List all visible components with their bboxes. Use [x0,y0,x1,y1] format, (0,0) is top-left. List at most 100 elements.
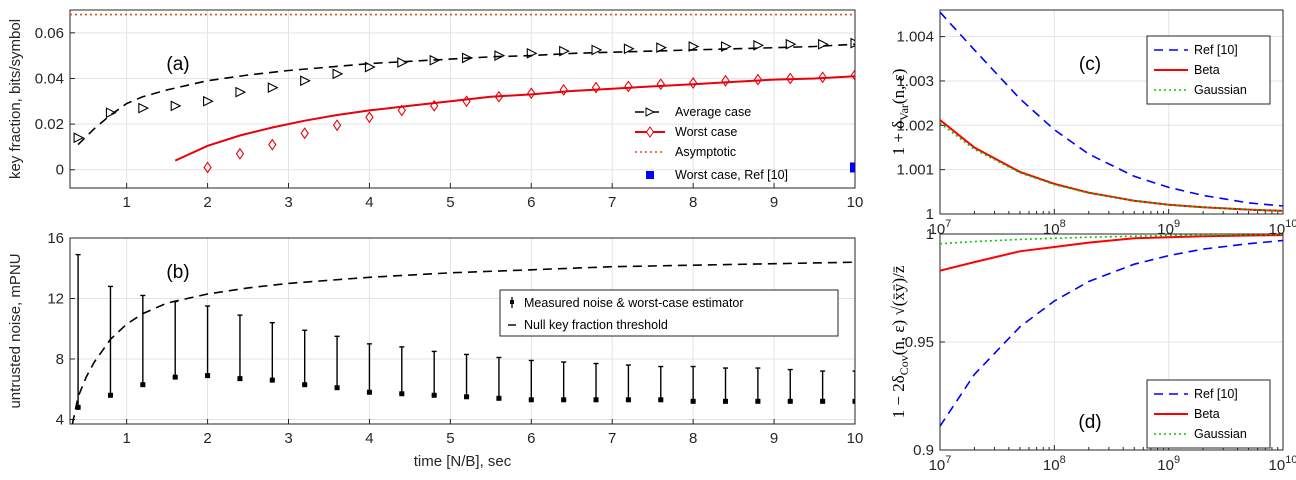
y-axis-label-d: 1 − 2δCov(n, ε) √(x̄ȳ)/z̄ [889,265,911,418]
data-point [850,69,855,81]
x-tick-label: 7 [608,194,616,211]
y-axis-label-math: 1 − 2δCov(n, ε) √(x̄ȳ)/z̄ [889,265,911,418]
series-line [174,75,855,162]
panel-label: (b) [166,262,189,283]
data-point [237,376,243,382]
data-point [720,41,732,52]
panel-label: (c) [1079,54,1101,75]
data-point [528,397,534,403]
y-tick-label: 1 [926,206,934,223]
data-point [526,47,538,59]
data-point [429,54,441,66]
data-point [624,80,633,93]
y-tick-label: 8 [56,351,64,368]
legend-marker [510,300,514,304]
data-point [688,77,698,89]
x-tick-label: 2 [203,194,211,211]
data-point [591,81,601,94]
y-tick-label: 0.95 [905,334,934,351]
data-point [494,50,506,62]
y-tick-label: 1.004 [896,29,934,46]
data-point [140,382,146,388]
plot-area [940,11,1283,212]
y-tick-label: 0.04 [35,70,64,87]
data-point [496,395,502,401]
data-point [721,74,730,87]
legend-marker [645,126,655,138]
data-point [690,398,696,404]
series-line [940,234,1283,272]
legend-label: Ref [10] [1194,43,1238,57]
axes-frame [939,9,1284,215]
data-point [656,78,665,91]
data-point [818,38,829,50]
panel-label: (d) [1078,412,1101,433]
data-point [364,61,376,73]
data-point [688,41,700,52]
x-tick-label: 1 [122,194,130,211]
series-line [940,234,1283,245]
data-point [820,398,826,404]
y-tick-label: 12 [47,290,64,307]
x-tick-label: 3 [284,194,292,211]
legend-label: Beta [1194,63,1220,77]
data-point [107,392,113,398]
data-point [462,95,471,108]
x-tick-label: 9 [770,194,778,211]
legend-label: Gaussian [1194,427,1247,441]
x-tick-label: 2 [203,430,211,447]
data-point [559,45,570,57]
legend-label: Ref [10] [1194,387,1238,401]
data-point [787,398,793,404]
data-point [559,83,568,96]
data-point [818,71,827,84]
data-point [302,382,308,388]
y-tick-label: 0.9 [913,442,934,459]
legend-label: Worst case, Ref [10] [675,168,788,182]
y-tick-label: 16 [47,230,64,247]
data-point [494,90,504,103]
y-tick-label: 0 [56,162,64,179]
data-point [527,87,536,100]
x-tick-label: 8 [689,430,697,447]
data-point [461,52,473,64]
data-point [656,42,668,54]
data-point [170,100,182,112]
series-line [940,11,1283,207]
data-point [786,72,795,85]
legend-label: Worst case [675,125,737,139]
data-point [332,119,342,132]
legend-label: Asymptotic [675,145,736,159]
x-tick-label: 8 [689,194,697,211]
legend-b: Measured noise & worst-case estimator Nul… [499,289,839,337]
x-tick-label: 10 [847,430,864,447]
legend-marker [646,171,654,179]
series-line [77,43,855,146]
data-point [75,404,81,410]
legend-marker [645,107,656,117]
panel-a: 0 0.02 0.04 0.06 1 2 3 4 5 6 7 8 9 10 key fraction, bi… [7,9,863,211]
legend-label: Null key fraction threshold [524,318,668,332]
y-tick-label: 1.001 [896,162,934,179]
plot-area [71,253,855,424]
x-tick-label: 109 [1157,454,1180,474]
data-point [753,73,763,86]
data-point [105,107,117,119]
x-tick-label: 108 [1043,454,1066,474]
axes-frame [69,237,856,425]
x-tick-label: 7 [608,430,616,447]
plot-area [940,234,1283,427]
x-tick-label: 5 [446,194,454,211]
series-line [940,239,1283,427]
y-tick-label: 4 [56,411,64,428]
legend-label: Beta [1194,407,1220,421]
data-point [464,394,470,400]
x-tick-label: 1010 [1269,454,1296,474]
data-point [431,392,437,398]
data-point [268,138,277,151]
data-point [753,39,765,51]
x-tick-label: 9 [770,430,778,447]
data-point [852,398,855,404]
